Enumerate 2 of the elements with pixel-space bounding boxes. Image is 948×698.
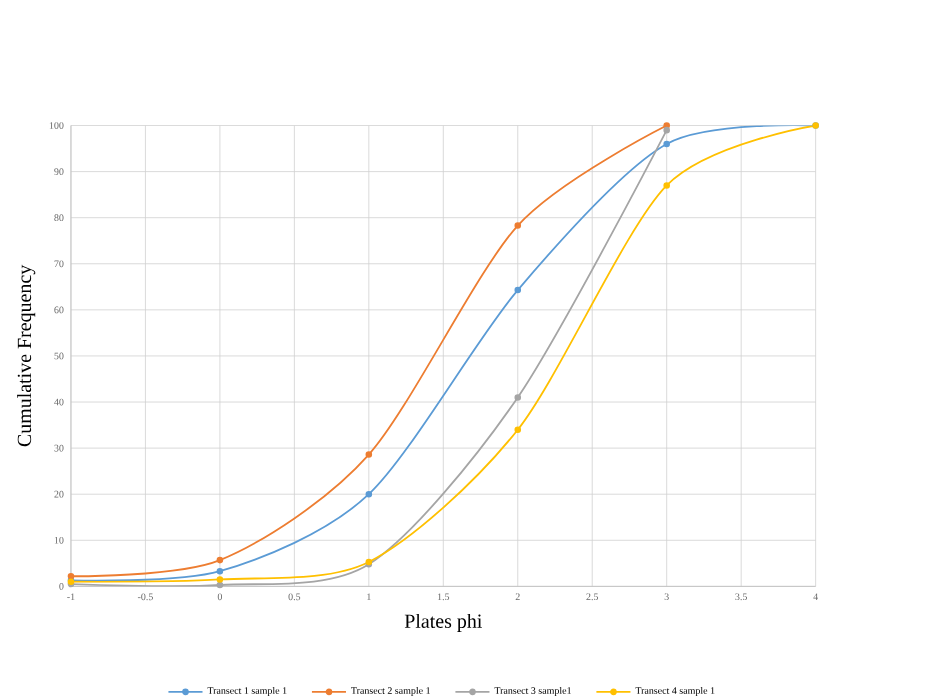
y-axis-title: Cumulative Frequency — [17, 265, 36, 447]
x-axis-title: Plates phi — [404, 614, 482, 633]
